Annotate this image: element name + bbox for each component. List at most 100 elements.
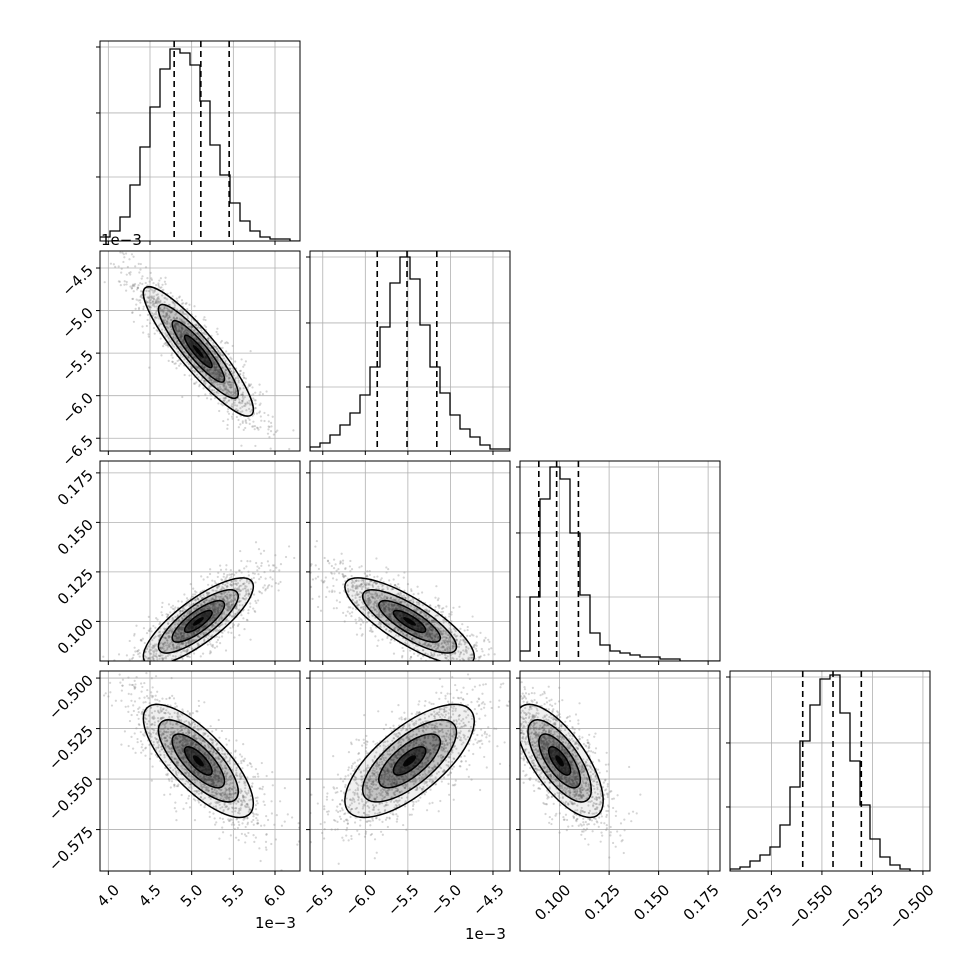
- scatter-point: [200, 608, 203, 612]
- scatter-point: [483, 640, 486, 643]
- scatter-point: [436, 599, 439, 602]
- scatter-point: [213, 366, 216, 369]
- scatter-point: [172, 317, 175, 320]
- scatter-point: [245, 409, 248, 412]
- scatter-point: [169, 669, 171, 671]
- scatter-point: [388, 608, 391, 611]
- scatter-point: [165, 673, 167, 675]
- scatter-point: [234, 393, 237, 397]
- scatter-point: [144, 266, 148, 269]
- scatter-point: [225, 602, 228, 605]
- scatter-point: [236, 588, 239, 591]
- scatter-point: [456, 673, 458, 675]
- scatter-point: [221, 346, 224, 349]
- scatter-point: [191, 633, 194, 636]
- scatter-point: [166, 614, 170, 617]
- scatter-point: [330, 571, 333, 574]
- scatter-point: [354, 587, 357, 590]
- scatter-point: [195, 338, 198, 341]
- scatter-point: [148, 301, 151, 304]
- scatter-point: [160, 294, 164, 297]
- scatter-point: [484, 636, 487, 640]
- scatter-point: [214, 621, 217, 625]
- scatter-point: [462, 658, 465, 661]
- scatter-point: [445, 643, 448, 646]
- scatter-point: [195, 612, 198, 615]
- scatter-point: [190, 353, 193, 356]
- scatter-point: [206, 623, 209, 626]
- scatter-point: [396, 604, 400, 607]
- scatter-point: [284, 567, 286, 569]
- scatter-point: [186, 356, 190, 359]
- scatter-point: [128, 271, 131, 275]
- scatter-point: [238, 401, 241, 404]
- scatter-point: [235, 612, 238, 615]
- scatter-point: [215, 628, 218, 631]
- scatter-point: [180, 632, 183, 635]
- scatter-point: [426, 635, 430, 638]
- density-fill: [192, 344, 204, 358]
- scatter-point: [213, 601, 216, 605]
- scatter-point: [216, 638, 220, 642]
- scatter-point: [177, 342, 180, 345]
- scatter-point: [252, 607, 255, 610]
- scatter-point: [186, 317, 190, 320]
- scatter-point: [198, 635, 201, 639]
- scatter-point: [177, 627, 180, 631]
- scatter-point: [138, 655, 141, 658]
- scatter-point: [214, 606, 217, 609]
- scatter-point: [141, 637, 145, 640]
- scatter-point: [179, 335, 182, 338]
- scatter-point: [247, 608, 250, 612]
- scatter-point: [230, 573, 233, 576]
- scatter-point: [455, 671, 457, 673]
- scatter-point: [230, 394, 233, 397]
- scatter-point: [442, 646, 445, 649]
- scatter-point: [530, 681, 532, 683]
- scatter-point: [411, 637, 414, 641]
- scatter-point: [355, 585, 358, 588]
- scatter-point: [181, 333, 184, 336]
- scatter-point: [193, 329, 196, 332]
- scatter-point: [227, 383, 230, 386]
- scatter-point: [181, 627, 184, 630]
- scatter-point: [219, 371, 222, 374]
- scatter-point: [184, 650, 187, 653]
- scatter-point: [211, 598, 214, 601]
- scatter-point: [175, 322, 178, 325]
- density-contour: [183, 334, 213, 369]
- scatter-point: [176, 339, 179, 343]
- scatter-point: [188, 610, 191, 613]
- scatter-point: [223, 386, 226, 389]
- scatter-point: [366, 590, 369, 594]
- scatter-point: [179, 330, 183, 334]
- scatter-point: [232, 594, 236, 597]
- scatter-point: [180, 625, 183, 629]
- scatter-point: [179, 334, 183, 337]
- scatter-point: [205, 599, 209, 602]
- scatter-point: [387, 606, 390, 609]
- scatter-point: [385, 601, 388, 604]
- scatter-point: [238, 584, 242, 588]
- scatter-point: [147, 674, 149, 676]
- scatter-point: [154, 299, 157, 302]
- scatter-point: [199, 342, 202, 345]
- scatter-point: [427, 644, 430, 647]
- scatter-point: [134, 664, 136, 666]
- scatter-point: [350, 574, 353, 578]
- scatter-point: [426, 635, 429, 638]
- scatter-point: [464, 666, 466, 668]
- scatter-point: [226, 427, 229, 430]
- scatter-point: [209, 385, 212, 388]
- scatter-point: [440, 632, 443, 635]
- scatter-point: [170, 310, 173, 314]
- scatter-point: [139, 262, 142, 266]
- scatter-point: [239, 388, 242, 391]
- scatter-point: [257, 599, 260, 602]
- scatter-point: [399, 605, 402, 608]
- scatter-point: [188, 303, 191, 306]
- scatter-point: [277, 589, 280, 592]
- scatter-point: [179, 638, 182, 641]
- scatter-point: [248, 407, 251, 410]
- scatter-point: [208, 619, 212, 622]
